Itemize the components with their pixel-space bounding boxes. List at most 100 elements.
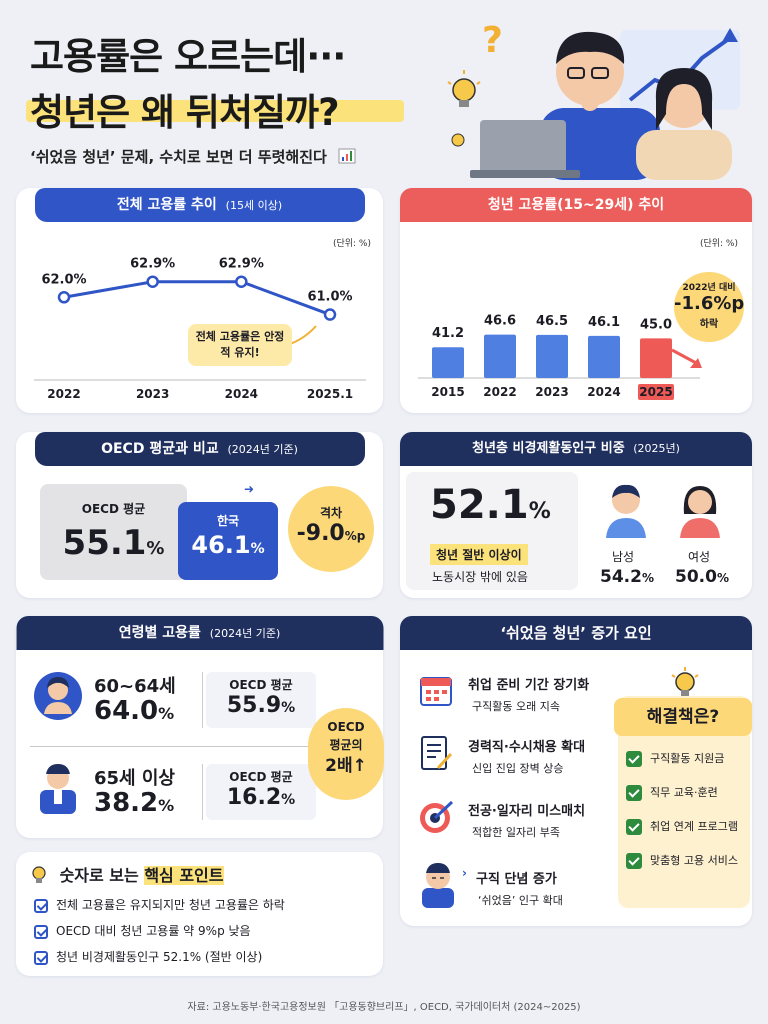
korea-pct: % [250, 541, 265, 557]
age-tab-title: 연령별 고용률 [118, 625, 201, 641]
age-row1-oecd-value: 55.9 [226, 693, 282, 718]
female-value: 50.0 [675, 567, 717, 587]
youth-employment-card: 청년 고용률(15~29세) 추이 (단위: %) 41.2 2015 46.6 20… [400, 188, 752, 413]
gap-label: 격차 [319, 506, 343, 520]
key-point-text: 전체 고용률은 유지되지만 청년 고용률은 하락 [56, 898, 285, 912]
overall-tab: 전체 고용률 추이 (15세 이상) [34, 188, 365, 222]
female-avatar-icon [680, 486, 720, 538]
oecd-avg-label: OECD 평균 [81, 502, 146, 516]
x-tick-label: 2023 [136, 387, 169, 401]
key-points-title-a: 숫자로 보는 [59, 866, 145, 885]
overall-employment-card: 전체 고용률 추이 (15세 이상) (단위: %) 62.0% 2022 62.9… [16, 188, 383, 413]
target-icon [420, 800, 454, 833]
header-illustration: ? [447, 20, 740, 180]
age-bubble-line2: 평균의 [329, 738, 363, 752]
key-point: OECD 대비 청년 고용률 약 9%p 낮음 [34, 922, 251, 939]
woman-figure [636, 68, 732, 180]
key-points-card: 숫자로 보는 핵심 포인트 전체 고용률은 유지되지만 청년 고용률은 하락 O… [16, 852, 383, 976]
key-point-text: OECD 대비 청년 고용률 약 9%p 낮음 [56, 924, 251, 938]
overall-tab-sub: (15세 이상) [225, 199, 283, 212]
youth-tab: 청년 고용률(15~29세) 추이 [400, 188, 752, 222]
cause2-title: 경력직·수시채용 확대 [468, 740, 586, 755]
tired-person-icon [422, 863, 454, 908]
senior-woman-icon [34, 672, 82, 720]
solution-text: 취업 연계 프로그램 [650, 820, 738, 833]
subtitle-text: ‘쉬었음 청년’ 문제, 수치로 보면 더 뚜렷해진다 [30, 148, 327, 166]
youth-bar-chart: 41.2 2015 46.6 2022 46.5 2023 46.1 2024 45.0 2025 [418, 314, 702, 400]
male-label: 남성 [612, 550, 635, 564]
age-tab-sub: (2024년 기준) [209, 627, 281, 640]
gap-value-line: -9.0%p [288, 521, 374, 546]
check-icon [626, 785, 642, 801]
age-row2-divider [202, 764, 203, 820]
bar [484, 334, 516, 378]
age-bubble-line1: OECD [327, 720, 365, 734]
age-row1-oecd-pct: % [281, 700, 296, 716]
man-figure [540, 31, 660, 180]
oecd-tab: OECD 평균과 비교 (2024년 기준) [34, 432, 365, 466]
age-row2-label: 65세 이상 [94, 768, 175, 789]
oecd-tab-sub: (2024년 기준) [227, 443, 298, 456]
age-row-divider [30, 746, 310, 747]
title-highlight [26, 100, 404, 122]
youth-badge: 2022년 대비 -1.6%p 하락 [674, 272, 744, 342]
overall-tab-title: 전체 고용률 추이 [116, 197, 217, 213]
female-label: 여성 [688, 550, 711, 564]
male-value: 54.2 [600, 567, 642, 587]
age-row1-value-line: 64.0% [94, 696, 174, 726]
oecd-compare-card: OECD 평균과 비교 (2024년 기준) OECD 평균 55.1% 한국 … [16, 432, 383, 598]
data-label: 41.2 [432, 326, 464, 341]
age-bubble: OECD 평균의 2배↑ [308, 708, 384, 800]
decline-arrow-head [690, 358, 702, 368]
inactive-big-pct: % [528, 499, 551, 524]
checkbox-icon [34, 924, 48, 939]
senior-man-icon [40, 764, 76, 814]
data-label: 62.0% [41, 272, 86, 287]
inactive-highlight: 청년 절반 이상이 [430, 544, 528, 565]
solution-item: 취업 연계 프로그램 [626, 818, 738, 835]
age-row1-pct: % [158, 704, 175, 723]
key-point-text: 청년 비경제활동인구 52.1% (절반 이상) [56, 950, 263, 964]
document-edit-icon [421, 736, 453, 770]
question-mark-icon: ? [482, 20, 503, 61]
data-label: 62.9% [219, 257, 264, 272]
checkbox-icon [34, 950, 48, 965]
solution-item: 직무 교육·훈련 [626, 784, 718, 801]
key-points-title-b: 핵심 포인트 [144, 866, 224, 885]
oecd-avg-value-line: 55.1% [40, 523, 187, 563]
laptop-icon [470, 120, 580, 178]
inactive-card: 청년층 비경제활동인구 비중 (2025년) 52.1% 청년 절반 이상이 노… [400, 432, 752, 598]
age-row1-oecd-label: OECD 평균 [229, 678, 293, 692]
x-tick-label: 2022 [483, 385, 516, 399]
age-row2-oecd-label: OECD 평균 [229, 770, 293, 784]
data-label: 46.1 [588, 315, 620, 330]
data-point [146, 275, 159, 288]
korea-value: 46.1 [191, 531, 251, 559]
title-line1: 고용률은 오르는데··· [30, 35, 346, 78]
overall-callout: 전체 고용률은 안정적 유지! [188, 324, 292, 366]
youth-badge-bottom: 하락 [699, 319, 719, 330]
age-row1-oecd-box: OECD 평균 55.9% [206, 672, 316, 728]
age-row2-oecd-value-line: 16.2% [206, 785, 316, 810]
bar [588, 335, 620, 378]
oecd-avg-pct: % [146, 538, 165, 559]
inactive-main [406, 472, 578, 590]
check-icon [626, 853, 642, 869]
gap-value: -9.0 [296, 521, 345, 546]
oecd-avg-value: 55.1 [62, 523, 147, 563]
check-icon [626, 751, 642, 767]
overall-line-chart: 62.0% 2022 62.9% 2023 62.9% 2024 61.0% 2025.1 [34, 257, 366, 401]
x-tick-label: 2015 [431, 385, 464, 399]
small-lightbulb-icon [451, 133, 465, 147]
cause1-desc: 구직활동 오래 지속 [472, 700, 560, 713]
youth-badge-value: -1.6%p [674, 293, 745, 314]
data-label: 62.9% [130, 257, 175, 272]
bar-chart-icon [338, 148, 356, 168]
solution-text: 직무 교육·훈련 [650, 786, 718, 799]
korea-value-line: 46.1% [178, 531, 278, 559]
key-points-bulb-icon [30, 865, 48, 889]
causes-tab: ‘쉬었음 청년’ 증가 요인 [400, 616, 752, 650]
chevron-right-icon: › [462, 866, 467, 880]
source-note: 자료: 고용노동부·한국고용정보원 「고용동향브리프」, OECD, 국가데이터… [187, 1002, 581, 1013]
age-row2-pct: % [158, 796, 175, 815]
